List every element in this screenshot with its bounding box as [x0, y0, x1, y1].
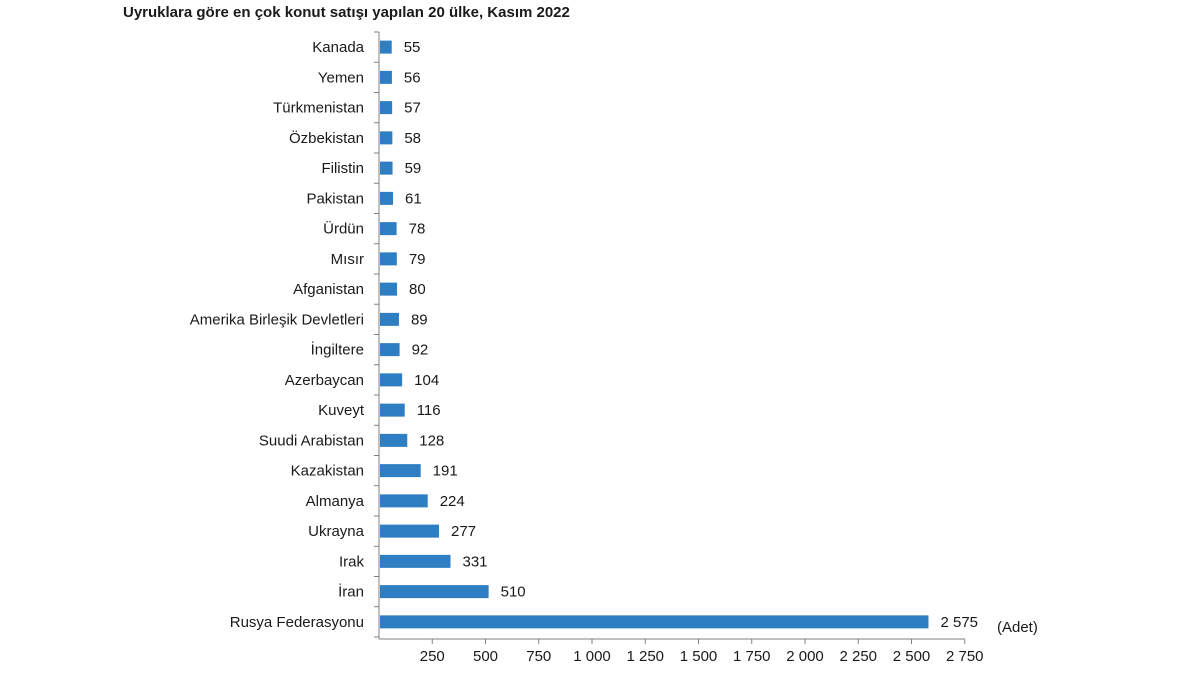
- x-tick-label: 500: [473, 648, 498, 665]
- x-tick-label: 1 250: [626, 648, 664, 665]
- bar: [380, 101, 393, 115]
- value-label: 78: [409, 221, 426, 238]
- value-label: 128: [419, 432, 444, 449]
- bar: [380, 40, 392, 54]
- value-label: 58: [404, 130, 421, 147]
- bar: [380, 222, 397, 236]
- category-label: Yemen: [318, 69, 364, 86]
- category-label: Türkmenistan: [273, 100, 364, 117]
- bar: [380, 494, 428, 508]
- x-tick-label: 750: [526, 648, 551, 665]
- value-label: 59: [405, 160, 422, 177]
- value-label: 89: [411, 311, 428, 328]
- bar: [380, 343, 400, 357]
- bar: [380, 585, 489, 599]
- bar: [380, 191, 393, 205]
- x-tick-label: 1 000: [573, 648, 611, 665]
- value-label: 92: [412, 342, 429, 359]
- value-label: 56: [404, 69, 421, 86]
- bar: [380, 131, 393, 145]
- bar: [380, 373, 403, 387]
- category-label: Rusya Federasyonu: [230, 614, 364, 631]
- category-label: Kuveyt: [318, 402, 365, 419]
- value-label: 80: [409, 281, 426, 298]
- bar: [380, 252, 397, 266]
- x-tick-label: 2 500: [893, 648, 931, 665]
- value-label: 79: [409, 251, 426, 268]
- value-label: 57: [404, 100, 421, 117]
- value-label: 61: [405, 190, 422, 207]
- value-label: 116: [417, 402, 441, 419]
- bar: [380, 615, 929, 629]
- bar: [380, 312, 399, 326]
- value-label: 55: [404, 39, 421, 56]
- value-label: 277: [451, 523, 476, 540]
- bar: [380, 282, 398, 296]
- bar: [380, 161, 393, 175]
- bar: [380, 554, 451, 568]
- bar: [380, 433, 408, 447]
- x-tick-label: 1 750: [733, 648, 771, 665]
- category-label: Mısır: [331, 251, 364, 268]
- unit-label: (Adet): [997, 619, 1038, 636]
- value-label: 224: [440, 493, 465, 510]
- value-label: 104: [414, 372, 439, 389]
- bar: [380, 70, 392, 84]
- category-label: Azerbaycan: [285, 372, 364, 389]
- x-tick-label: 2 750: [946, 648, 984, 665]
- value-label: 510: [501, 584, 526, 601]
- value-label: 2 575: [940, 614, 978, 631]
- x-tick-label: 2 000: [786, 648, 824, 665]
- bar: [380, 403, 405, 417]
- category-label: Afganistan: [293, 281, 364, 298]
- category-label: Filistin: [321, 160, 364, 177]
- x-tick-label: 2 250: [839, 648, 877, 665]
- bar: [380, 464, 421, 478]
- value-label: 191: [433, 463, 458, 480]
- category-label: Almanya: [306, 493, 365, 510]
- category-label: Özbekistan: [289, 129, 364, 147]
- category-label: Pakistan: [306, 190, 364, 207]
- category-label: Ukrayna: [308, 523, 365, 540]
- x-tick-label: 250: [420, 648, 445, 665]
- category-label: Amerika Birleşik Devletleri: [190, 311, 364, 328]
- chart-title: Uyruklara göre en çok konut satışı yapıl…: [123, 4, 570, 21]
- category-label: İran: [338, 583, 364, 601]
- category-label: Suudi Arabistan: [259, 432, 364, 449]
- x-tick-label: 1 500: [680, 648, 718, 665]
- category-label: Irak: [339, 553, 365, 570]
- category-label: Kanada: [312, 39, 364, 56]
- category-label: Ürdün: [323, 220, 364, 238]
- value-label: 331: [463, 553, 488, 570]
- bar: [380, 524, 440, 538]
- category-label: Kazakistan: [291, 463, 364, 480]
- category-label: İngiltere: [311, 341, 364, 359]
